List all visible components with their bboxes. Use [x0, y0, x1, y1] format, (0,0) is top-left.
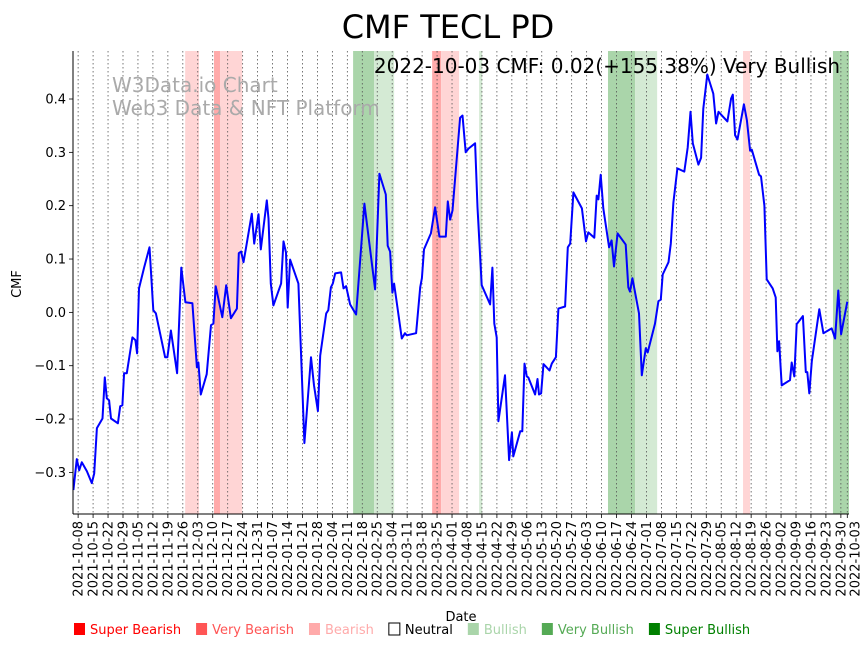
x-tick-label: 2022-04-22	[490, 521, 505, 597]
legend-swatch-very-bullish	[541, 623, 553, 635]
x-tick-label: 2021-11-05	[131, 521, 146, 597]
band-very-bullish	[832, 51, 849, 514]
x-tick-label: 2021-10-22	[102, 521, 117, 597]
y-tick-label: 0.2	[45, 199, 66, 214]
x-tick-label: 2021-12-24	[236, 521, 251, 597]
legend-label-very-bearish: Very Bearish	[212, 623, 294, 638]
x-tick-label: 2022-07-08	[655, 521, 670, 597]
legend-label-super-bearish: Super Bearish	[90, 623, 181, 638]
x-tick-label: 2021-11-19	[161, 521, 176, 597]
y-tick-label: 0.3	[45, 146, 66, 161]
x-tick-label: 2021-10-15	[87, 521, 102, 597]
grid-lines	[77, 51, 848, 514]
x-tick-label: 2022-05-13	[535, 521, 550, 597]
chart-title: CMF TECL PD	[342, 8, 555, 46]
band-very-bullish	[353, 51, 375, 514]
x-tick-label: 2022-02-04	[326, 521, 341, 597]
legend-label-super-bullish: Super Bullish	[665, 623, 750, 638]
watermark-line-2: Web3 Data & NFT Platform	[112, 96, 380, 120]
x-tick-label: 2022-01-21	[296, 521, 311, 597]
y-tick-label: −0.1	[34, 359, 66, 374]
x-tick-label: 2022-08-12	[730, 521, 745, 597]
cmf-line	[72, 73, 849, 491]
x-tick-label: 2021-12-31	[251, 521, 266, 597]
x-axis-label: Date	[445, 610, 476, 625]
x-tick-label: 2022-09-02	[775, 521, 790, 597]
x-tick-label: 2022-05-20	[550, 521, 565, 597]
band-very-bearish	[214, 51, 221, 514]
x-tick-label: 2021-10-08	[72, 521, 87, 597]
watermark-line-1: W3Data.io Chart	[112, 73, 278, 97]
x-tick-label: 2022-04-08	[460, 521, 475, 597]
x-tick-label: 2022-05-27	[565, 521, 580, 597]
x-tick-label: 2021-10-29	[116, 521, 131, 597]
x-tick-label: 2022-04-29	[505, 521, 520, 597]
x-tick-label: 2021-12-03	[191, 521, 206, 597]
x-tick-label: 2022-09-16	[804, 521, 819, 597]
x-tick-label: 2022-06-03	[580, 521, 595, 597]
band-bearish	[220, 51, 243, 514]
x-tick-label: 2021-11-26	[176, 521, 191, 597]
x-tick-label: 2022-02-25	[371, 521, 386, 597]
x-tick-label: 2022-06-24	[625, 521, 640, 597]
legend-swatch-super-bearish	[74, 623, 85, 635]
x-tick-label: 2022-06-10	[595, 521, 610, 597]
x-tick-label: 2022-03-04	[386, 521, 401, 597]
x-tick-label: 2022-03-18	[416, 521, 431, 597]
band-bearish	[185, 51, 200, 514]
legend-swatch-bullish	[467, 623, 479, 635]
latest-value-annotation: 2022-10-03 CMF: 0.02(+155.38%) Very Bull…	[374, 54, 840, 78]
x-tick-label: 2022-01-14	[281, 521, 296, 597]
legend-swatch-bearish	[308, 623, 320, 635]
x-tick-label: 2022-05-06	[520, 521, 535, 597]
legend-swatch-very-bearish	[196, 623, 208, 635]
x-tick-label: 2021-12-17	[221, 521, 236, 597]
legend-label-bearish: Bearish	[325, 623, 374, 638]
band-very-bullish	[607, 51, 636, 514]
x-tick-label: 2022-01-07	[266, 521, 281, 597]
y-axis-label: CMF	[10, 270, 25, 298]
x-tick-label: 2022-07-22	[685, 521, 700, 597]
x-tick-label: 2022-06-17	[610, 521, 625, 597]
x-tick-label: 2021-11-12	[146, 521, 161, 597]
y-tick-label: −0.2	[34, 413, 66, 428]
y-tick-label: 0.4	[45, 93, 66, 108]
x-tick-label: 2022-03-11	[401, 521, 416, 597]
legend-swatch-super-bullish	[648, 623, 660, 635]
y-tick-label: −0.3	[34, 466, 66, 481]
x-tick-label: 2021-12-10	[206, 521, 221, 597]
x-tick-label: 2022-07-15	[670, 521, 685, 597]
band-bullish	[374, 51, 395, 514]
x-tick-label: 2022-07-01	[640, 521, 655, 597]
legend: Super Bearish Very Bearish Bearish Neutral B…	[74, 622, 750, 638]
legend-label-very-bullish: Very Bullish	[558, 623, 634, 638]
band-very-bearish	[432, 51, 442, 514]
x-tick-label: 2022-07-29	[700, 521, 715, 597]
legend-label-bullish: Bullish	[484, 623, 527, 638]
x-tick-label: 2022-09-23	[819, 521, 834, 597]
legend-swatch-neutral	[388, 622, 401, 636]
band-bearish	[743, 51, 751, 514]
x-tick-label: 2022-08-05	[715, 521, 730, 597]
x-tick-label: 2022-01-28	[311, 521, 326, 597]
x-tick-label: 2022-09-30	[834, 521, 849, 597]
x-tick-label: 2022-10-03	[848, 521, 863, 597]
x-tick-label: 2022-08-26	[760, 521, 775, 597]
signal-bands	[185, 51, 849, 514]
legend-label-neutral: Neutral	[405, 623, 453, 638]
x-tick-label: 2022-02-18	[356, 521, 371, 597]
x-tick-label: 2022-08-19	[745, 521, 760, 597]
axes: 2021-10-08 2021-10-15 2021-10-22 2021-10-29…	[34, 51, 863, 597]
x-tick-label: 2022-04-15	[475, 521, 490, 597]
x-tick-label: 2022-02-11	[341, 521, 356, 597]
y-tick-label: 0.1	[45, 253, 66, 268]
y-tick-label: 0.0	[45, 306, 66, 321]
x-tick-label: 2022-09-09	[790, 521, 805, 597]
x-tick-label: 2022-04-01	[446, 521, 461, 597]
x-tick-label: 2022-03-25	[431, 521, 446, 597]
band-bullish	[635, 51, 658, 514]
band-bearish	[441, 51, 460, 514]
